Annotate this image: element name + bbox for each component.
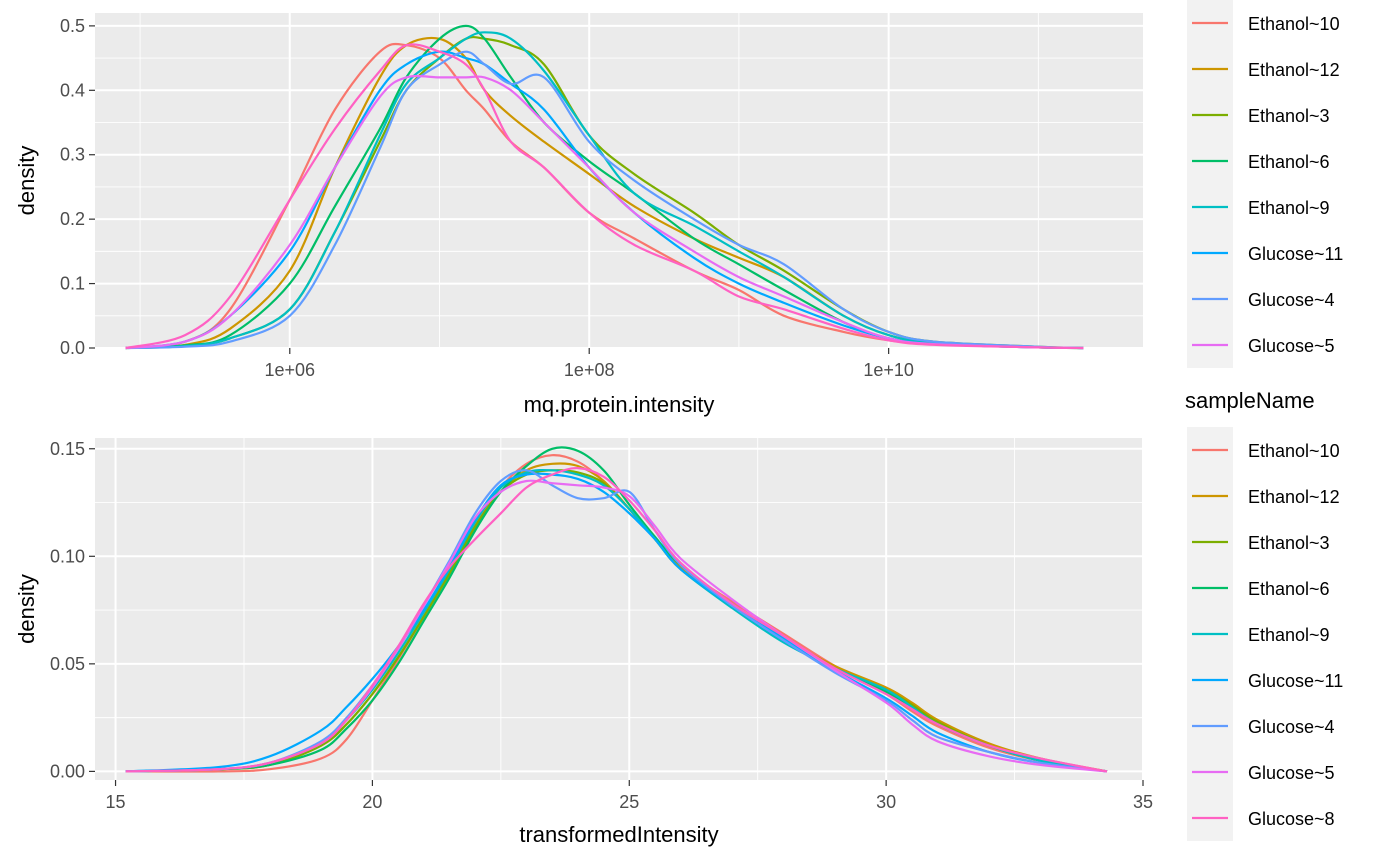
legend-label: Ethanol~6 xyxy=(1248,152,1330,172)
x-tick-label: 1e+08 xyxy=(564,360,615,380)
bottom-y-axis-label: density xyxy=(14,574,39,644)
legend-label: Glucose~5 xyxy=(1248,336,1335,356)
legend-label: Glucose~11 xyxy=(1248,671,1343,691)
legend-label: Glucose~4 xyxy=(1248,290,1335,310)
y-tick-label: 0.00 xyxy=(50,761,85,781)
density-line-ethanol-10 xyxy=(125,454,1108,773)
bottom-y-ticks: 0.00 0.05 0.10 0.15 xyxy=(50,439,95,781)
y-tick-label: 0.0 xyxy=(60,338,85,358)
density-line-ethanol-9 xyxy=(125,31,1084,350)
legend-label: Glucose~4 xyxy=(1248,717,1335,737)
bottom-gridlines xyxy=(95,438,1144,780)
bottom-legend: sampleName Ethanol~10 Ethanol~12 Ethanol~3… xyxy=(1185,388,1343,841)
bottom-x-axis-label: transformedIntensity xyxy=(519,822,718,847)
bottom-x-ticks: 15 20 25 30 35 xyxy=(106,780,1153,812)
top-x-axis-label: mq.protein.intensity xyxy=(524,392,715,417)
top-plot-panel xyxy=(95,13,1143,348)
legend-label: Glucose~8 xyxy=(1248,809,1335,829)
density-line-glucose-5 xyxy=(125,74,1084,350)
top-y-axis-label: density xyxy=(14,146,39,216)
y-tick-label: 0.15 xyxy=(50,439,85,459)
density-line-ethanol-3 xyxy=(125,469,1108,773)
x-tick-label: 15 xyxy=(106,792,126,812)
x-tick-label: 1e+06 xyxy=(265,360,316,380)
top-legend: Ethanol~10 Ethanol~12 Ethanol~3 Ethanol~6 Et… xyxy=(1187,0,1343,368)
legend-label: Ethanol~10 xyxy=(1248,441,1340,461)
x-tick-label: 1e+10 xyxy=(863,360,914,380)
bottom-plot-panel xyxy=(95,438,1143,780)
legend-label: Ethanol~12 xyxy=(1248,487,1340,507)
x-tick-label: 30 xyxy=(876,792,896,812)
density-line-glucose-4 xyxy=(125,50,1084,350)
x-tick-label: 20 xyxy=(362,792,382,812)
legend-label: Ethanol~9 xyxy=(1248,198,1330,218)
legend-label: Ethanol~12 xyxy=(1248,60,1340,80)
density-line-glucose-11 xyxy=(125,472,1108,773)
y-tick-label: 0.1 xyxy=(60,274,85,294)
x-tick-label: 25 xyxy=(619,792,639,812)
legend-label: Glucose~11 xyxy=(1248,244,1343,264)
legend-label: Ethanol~9 xyxy=(1248,625,1330,645)
top-y-ticks: 0.0 0.1 0.2 0.3 0.4 0.5 xyxy=(60,16,95,358)
top-x-ticks: 1e+06 1e+08 1e+10 xyxy=(265,348,914,380)
y-tick-label: 0.2 xyxy=(60,209,85,229)
legend-label: Ethanol~6 xyxy=(1248,579,1330,599)
bottom-density-plot: 15 20 25 30 35 0.00 0.05 0.10 0.15 transformedI… xyxy=(14,438,1153,847)
top-density-plot: 1e+06 1e+08 1e+10 0.0 0.1 0.2 0.3 0.4 0.5 mq.pr… xyxy=(14,13,1143,417)
y-tick-label: 0.5 xyxy=(60,16,85,36)
legend-key-background xyxy=(1187,0,1233,368)
legend-label: Ethanol~3 xyxy=(1248,106,1330,126)
top-density-lines xyxy=(125,24,1084,350)
x-tick-label: 35 xyxy=(1133,792,1153,812)
bottom-density-lines xyxy=(125,446,1108,773)
legend-title: sampleName xyxy=(1185,388,1315,413)
density-line-glucose-4 xyxy=(125,469,1108,773)
density-line-glucose-8 xyxy=(125,466,1108,773)
legend-label: Ethanol~3 xyxy=(1248,533,1330,553)
legend-label: Glucose~5 xyxy=(1248,763,1335,783)
y-tick-label: 0.4 xyxy=(60,80,85,100)
density-line-glucose-8 xyxy=(125,43,1084,350)
top-gridlines xyxy=(95,13,1143,349)
y-tick-label: 0.10 xyxy=(50,546,85,566)
y-tick-label: 0.05 xyxy=(50,654,85,674)
legend-label: Ethanol~10 xyxy=(1248,14,1340,34)
y-tick-label: 0.3 xyxy=(60,145,85,165)
